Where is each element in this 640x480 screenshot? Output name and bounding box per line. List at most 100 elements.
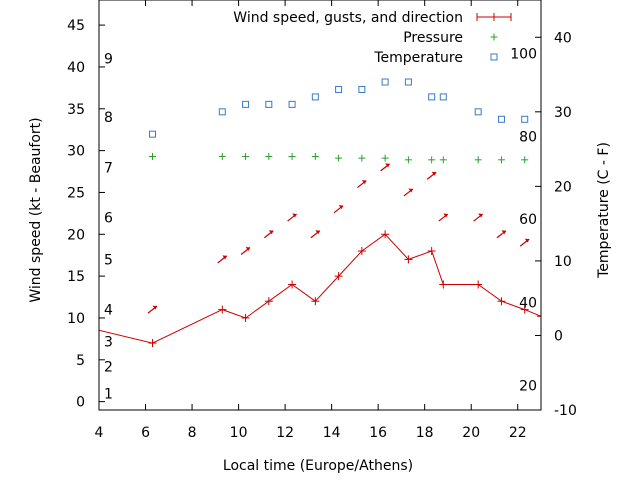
plot-frame — [98, 0, 542, 411]
wind-direction-arrow — [240, 247, 251, 255]
x-tick-label: 14 — [323, 425, 341, 441]
fahrenheit-label: 100 — [510, 47, 537, 63]
wind-speed-point — [357, 247, 366, 256]
pressure-point — [358, 154, 366, 162]
temperature-point — [439, 93, 447, 101]
wind-direction-arrow — [380, 163, 391, 172]
temperature-point — [404, 78, 412, 86]
y-right-tick-label: 10 — [554, 254, 572, 270]
pressure-point — [497, 156, 505, 164]
wind-arrow-head — [431, 171, 437, 176]
temperature-point — [358, 85, 366, 93]
x-tick-label: 20 — [462, 425, 480, 441]
wind-arrow-head — [408, 188, 413, 193]
wind-arrow-head — [338, 205, 344, 210]
wind-direction-arrow — [438, 213, 449, 222]
y-left-tick-label: 35 — [67, 102, 85, 118]
wind-direction-arrow — [519, 238, 530, 247]
temperature-point — [242, 100, 250, 108]
temperature-point — [521, 115, 529, 123]
wind-speed-point — [497, 297, 506, 306]
wind-speed-point — [427, 247, 436, 256]
fahrenheit-label: 80 — [519, 129, 537, 145]
temperature-point — [218, 108, 226, 116]
y-left-tick-label: 45 — [67, 18, 85, 34]
x-tick-label: 4 — [95, 425, 104, 441]
beaufort-label: 6 — [104, 211, 113, 227]
wind-speed-point — [241, 313, 250, 322]
pressure-point — [149, 152, 157, 160]
wind-speed-point — [218, 305, 227, 314]
y-right-tick-label: -10 — [554, 403, 577, 419]
wind-arrow-head — [268, 230, 274, 235]
pressure-point — [242, 152, 250, 160]
x-tick-label: 12 — [276, 425, 294, 441]
temperature-point — [288, 100, 296, 108]
pressure-point — [428, 156, 436, 164]
wind-arrow-head — [315, 230, 320, 235]
wind-direction-arrow — [426, 171, 437, 180]
y-axis-right-label: Temperature (C - F) — [596, 142, 612, 279]
wind-direction-arrow — [287, 213, 297, 222]
fahrenheit-label: 20 — [519, 378, 537, 394]
temperature-point — [335, 85, 343, 93]
legend-label: Pressure — [403, 30, 463, 46]
wind-speed-point — [537, 312, 541, 321]
wind-speed-point — [264, 297, 273, 306]
temperature-point — [311, 93, 319, 101]
wind-direction-arrow — [333, 205, 344, 214]
wind-speed-point — [520, 305, 529, 314]
legend-label: Temperature — [373, 50, 463, 66]
wind-speed-point — [404, 255, 413, 264]
wind-speed-point — [288, 280, 297, 289]
x-tick-label: 8 — [188, 425, 197, 441]
wind-speed-point — [381, 230, 390, 239]
x-tick-label: 10 — [230, 425, 248, 441]
axes-layer: 4 6 8 10 12 14 16 18 20 22051015202530354045-1001… — [67, 0, 577, 441]
beaufort-label: 2 — [104, 359, 113, 375]
wind-arrow-head — [222, 255, 227, 260]
wind-arrow-head — [361, 180, 367, 185]
y-left-tick-label: 0 — [76, 395, 85, 411]
pressure-point — [335, 154, 343, 162]
wind-arrow-head — [245, 247, 251, 252]
fahrenheit-label: 60 — [519, 212, 537, 228]
wind-speed-point — [439, 280, 448, 289]
y-left-tick-label: 30 — [67, 144, 85, 160]
pressure-point — [288, 152, 296, 160]
y-right-tick-label: 0 — [554, 328, 563, 344]
beaufort-label: 1 — [104, 386, 113, 402]
wind-direction-arrow — [403, 188, 414, 197]
y-left-tick-label: 10 — [67, 311, 85, 327]
series-layer — [99, 78, 541, 348]
temperature-point — [497, 115, 505, 123]
y-left-tick-label: 20 — [67, 227, 85, 243]
wind-arrow-head — [501, 230, 506, 235]
wind-arrow-head — [443, 213, 448, 218]
temperature-point — [149, 130, 157, 138]
x-tick-label: 22 — [509, 425, 527, 441]
x-axis-label: Local time (Europe/Athens) — [223, 458, 413, 474]
beaufort-label: 8 — [104, 110, 113, 126]
wind-direction-arrow — [217, 255, 228, 264]
wind-direction-arrow — [473, 213, 484, 222]
x-tick-label: 16 — [369, 425, 387, 441]
beaufort-label: 4 — [104, 303, 113, 319]
pressure-point — [404, 156, 412, 164]
pressure-point — [311, 152, 319, 160]
pressure-point — [381, 154, 389, 162]
wind-direction-arrow — [357, 180, 367, 189]
wind-arrow-head — [152, 305, 158, 310]
wind-arrow-head — [524, 238, 530, 243]
wind-direction-arrow — [263, 230, 274, 239]
pressure-point — [218, 152, 226, 160]
y-right-tick-label: 20 — [554, 179, 572, 195]
y-left-tick-label: 5 — [76, 353, 85, 369]
wind-speed-line — [99, 233, 541, 344]
legend-entry: Temperature — [373, 50, 498, 66]
legend-entry: Wind speed, gusts, and direction — [233, 10, 512, 26]
wind-arrow-head — [292, 213, 297, 218]
legend-temperature-square — [490, 53, 498, 61]
y-left-tick-label: 40 — [67, 60, 85, 76]
